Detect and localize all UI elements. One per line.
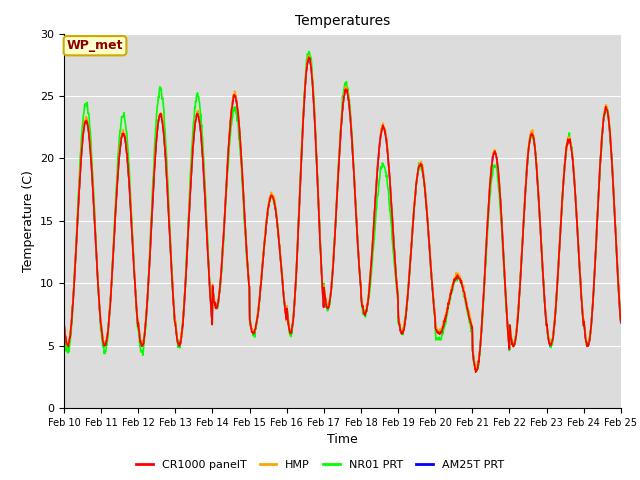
- Y-axis label: Temperature (C): Temperature (C): [22, 170, 35, 272]
- Title: Temperatures: Temperatures: [295, 14, 390, 28]
- X-axis label: Time: Time: [327, 433, 358, 446]
- Legend: CR1000 panelT, HMP, NR01 PRT, AM25T PRT: CR1000 panelT, HMP, NR01 PRT, AM25T PRT: [132, 456, 508, 474]
- Text: WP_met: WP_met: [67, 39, 124, 52]
